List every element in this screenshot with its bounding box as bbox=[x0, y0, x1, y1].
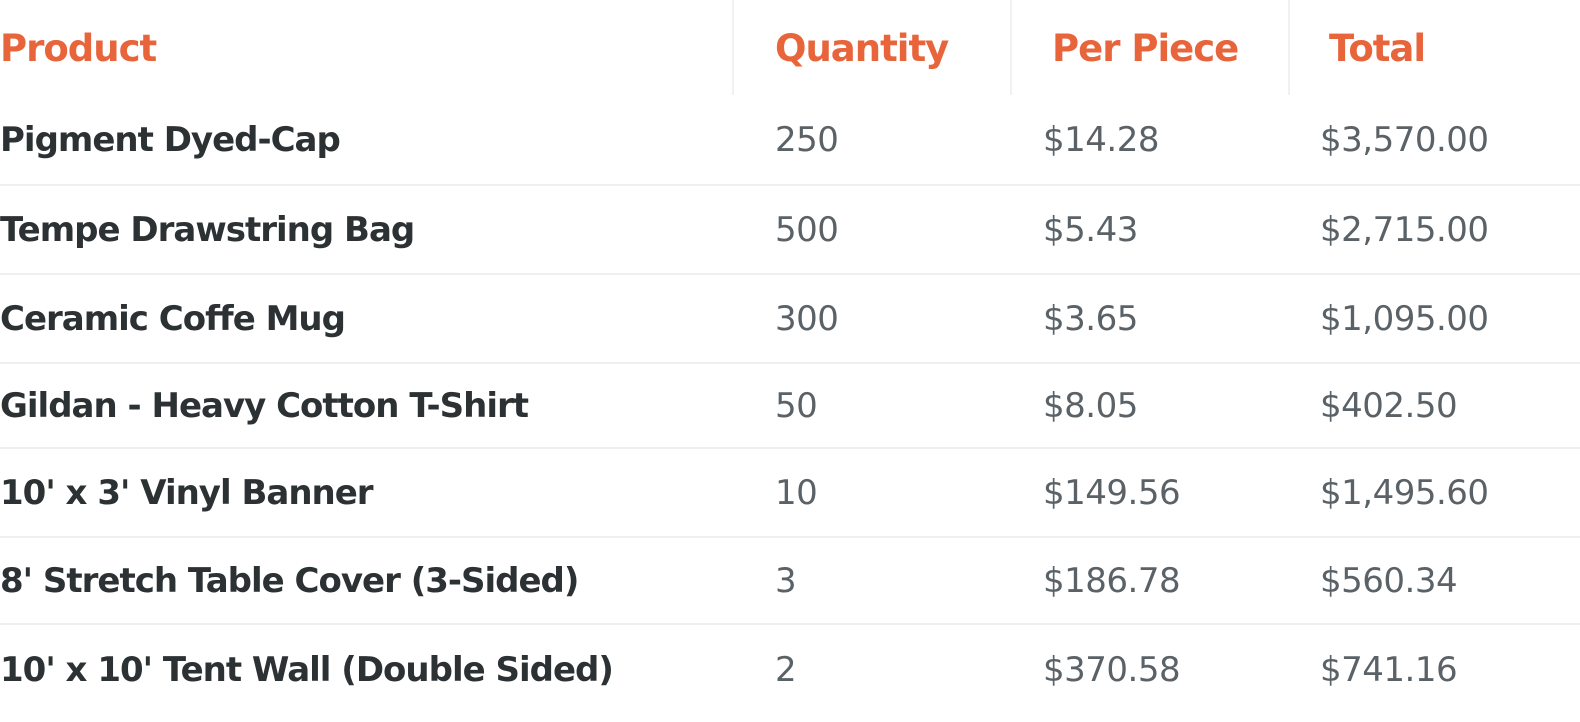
per-piece-cell: $14.28 bbox=[1043, 119, 1159, 160]
table-row: 10' x 3' Vinyl Banner 10 $149.56 $1,495.60 bbox=[0, 447, 1580, 536]
table-row: Gildan - Heavy Cotton T-Shirt 50 $8.05 $402… bbox=[0, 362, 1580, 447]
per-piece-cell: $149.56 bbox=[1043, 472, 1181, 513]
product-cell: 10' x 10' Tent Wall (Double Sided) bbox=[0, 650, 614, 690]
table-row: 10' x 10' Tent Wall (Double Sided) 2 $370.… bbox=[0, 623, 1580, 715]
total-cell: $560.34 bbox=[1320, 560, 1458, 601]
total-cell: $2,715.00 bbox=[1320, 209, 1489, 250]
product-cell: Ceramic Coffe Mug bbox=[0, 298, 346, 339]
per-piece-cell: $5.43 bbox=[1043, 209, 1138, 250]
column-divider bbox=[732, 0, 734, 95]
product-cell: 8' Stretch Table Cover (3-Sided) bbox=[0, 560, 579, 601]
header-product: Product bbox=[0, 27, 157, 70]
quantity-cell: 500 bbox=[775, 209, 839, 250]
quantity-cell: 10 bbox=[775, 472, 818, 513]
table-row: Tempe Drawstring Bag 500 $5.43 $2,715.00 bbox=[0, 184, 1580, 273]
total-cell: $402.50 bbox=[1320, 385, 1458, 426]
table-row: 8' Stretch Table Cover (3-Sided) 3 $186.78… bbox=[0, 536, 1580, 623]
header-per-piece: Per Piece bbox=[1052, 27, 1239, 70]
product-cell: Gildan - Heavy Cotton T-Shirt bbox=[0, 385, 529, 426]
table-body: Pigment Dyed-Cap 250 $14.28 $3,570.00 Tempe … bbox=[0, 95, 1580, 715]
product-cell: Tempe Drawstring Bag bbox=[0, 209, 415, 250]
product-cell: 10' x 3' Vinyl Banner bbox=[0, 472, 374, 513]
total-cell: $1,095.00 bbox=[1320, 298, 1489, 339]
header-total: Total bbox=[1329, 27, 1426, 70]
per-piece-cell: $186.78 bbox=[1043, 560, 1181, 601]
column-divider bbox=[1010, 0, 1012, 95]
header-quantity: Quantity bbox=[775, 27, 949, 70]
total-cell: $741.16 bbox=[1320, 650, 1458, 690]
quantity-cell: 300 bbox=[775, 298, 839, 339]
per-piece-cell: $370.58 bbox=[1043, 650, 1181, 690]
per-piece-cell: $3.65 bbox=[1043, 298, 1138, 339]
table-row: Ceramic Coffe Mug 300 $3.65 $1,095.00 bbox=[0, 273, 1580, 362]
column-divider bbox=[1288, 0, 1290, 95]
table-header: Product Quantity Per Piece Total bbox=[0, 0, 1580, 95]
quantity-cell: 3 bbox=[775, 560, 797, 601]
product-cell: Pigment Dyed-Cap bbox=[0, 119, 341, 160]
quantity-cell: 2 bbox=[775, 650, 797, 690]
total-cell: $3,570.00 bbox=[1320, 119, 1489, 160]
total-cell: $1,495.60 bbox=[1320, 472, 1489, 513]
quantity-cell: 250 bbox=[775, 119, 839, 160]
table-row: Pigment Dyed-Cap 250 $14.28 $3,570.00 bbox=[0, 95, 1580, 184]
quantity-cell: 50 bbox=[775, 385, 818, 426]
per-piece-cell: $8.05 bbox=[1043, 385, 1138, 426]
